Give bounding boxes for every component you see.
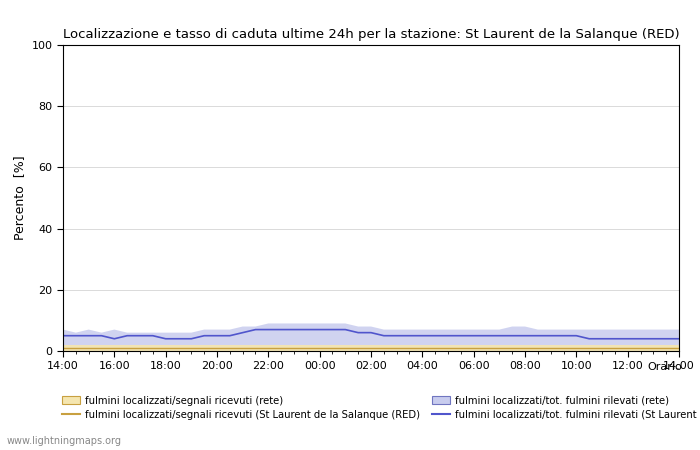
Y-axis label: Percento  [%]: Percento [%] (13, 156, 26, 240)
Text: Orario: Orario (648, 362, 682, 372)
Text: www.lightningmaps.org: www.lightningmaps.org (7, 436, 122, 446)
Title: Localizzazione e tasso di caduta ultime 24h per la stazione: St Laurent de la Sa: Localizzazione e tasso di caduta ultime … (63, 28, 679, 41)
Legend: fulmini localizzati/segnali ricevuti (rete), fulmini localizzati/segnali ricevut: fulmini localizzati/segnali ricevuti (re… (62, 396, 700, 420)
